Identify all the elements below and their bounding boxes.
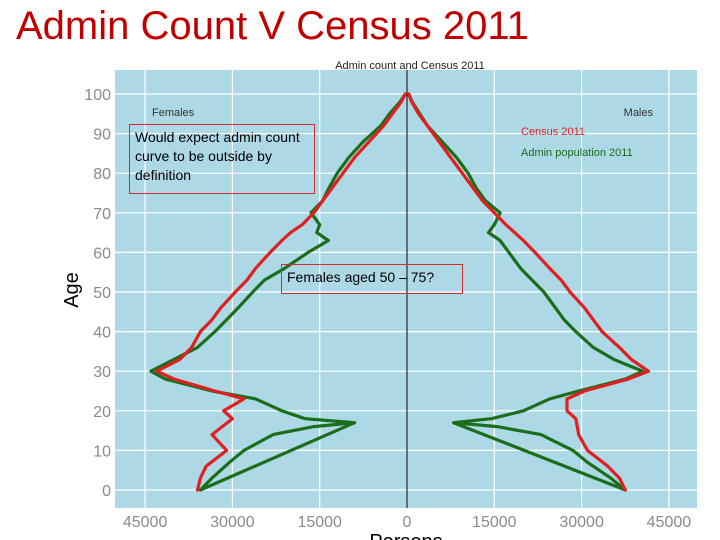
y-tick-label-30: 30 bbox=[93, 364, 111, 381]
ticks-layer: 0 10 20 30 40 50 60 70 80 90 100 45000 30000 15000 0 15… bbox=[84, 87, 691, 531]
y-tick-label-20: 20 bbox=[93, 404, 111, 421]
y-tick-label-80: 80 bbox=[93, 166, 111, 183]
callout-females-aged: Females aged 50 – 75? bbox=[281, 264, 463, 294]
y-tick-label-0: 0 bbox=[102, 483, 111, 500]
y-tick-label-10: 10 bbox=[93, 443, 111, 460]
series-census-female-line bbox=[155, 92, 407, 492]
slide-title: Admin Count V Census 2011 bbox=[16, 4, 529, 48]
legend-entry-census: Census 2011 bbox=[521, 126, 585, 138]
y-tick-label-60: 60 bbox=[93, 245, 111, 262]
y-axis-label: Age bbox=[61, 272, 83, 308]
x-tick-label-0: 0 bbox=[403, 514, 412, 531]
chart-title: Admin count and Census 2011 bbox=[335, 60, 485, 72]
x-tick-label--45000: 45000 bbox=[123, 514, 168, 531]
side-label-right: Males bbox=[624, 107, 654, 119]
y-tick-label-50: 50 bbox=[93, 285, 111, 302]
legend: Census 2011 Admin population 2011 bbox=[521, 126, 633, 159]
y-tick-label-40: 40 bbox=[93, 325, 111, 342]
series-layer bbox=[149, 92, 651, 492]
x-tick-label-45000: 45000 bbox=[647, 514, 692, 531]
grid-lines bbox=[115, 70, 697, 508]
x-tick-label-15000: 15000 bbox=[472, 514, 517, 531]
side-label-left: Females bbox=[152, 107, 195, 119]
y-tick-label-100: 100 bbox=[84, 87, 111, 104]
callout-expectation: Would expect admin count curve to be out… bbox=[129, 124, 315, 194]
y-tick-label-70: 70 bbox=[93, 206, 111, 223]
x-tick-label--15000: 15000 bbox=[297, 514, 342, 531]
y-tick-label-90: 90 bbox=[93, 127, 111, 144]
x-axis-label: Persons bbox=[369, 531, 442, 540]
series-admin-male-line bbox=[407, 92, 645, 492]
series-admin-female-line bbox=[149, 92, 407, 492]
series-census-male-line bbox=[407, 92, 651, 492]
legend-entry-admin: Admin population 2011 bbox=[521, 147, 633, 159]
x-tick-label--30000: 30000 bbox=[210, 514, 255, 531]
x-tick-label-30000: 30000 bbox=[559, 514, 604, 531]
